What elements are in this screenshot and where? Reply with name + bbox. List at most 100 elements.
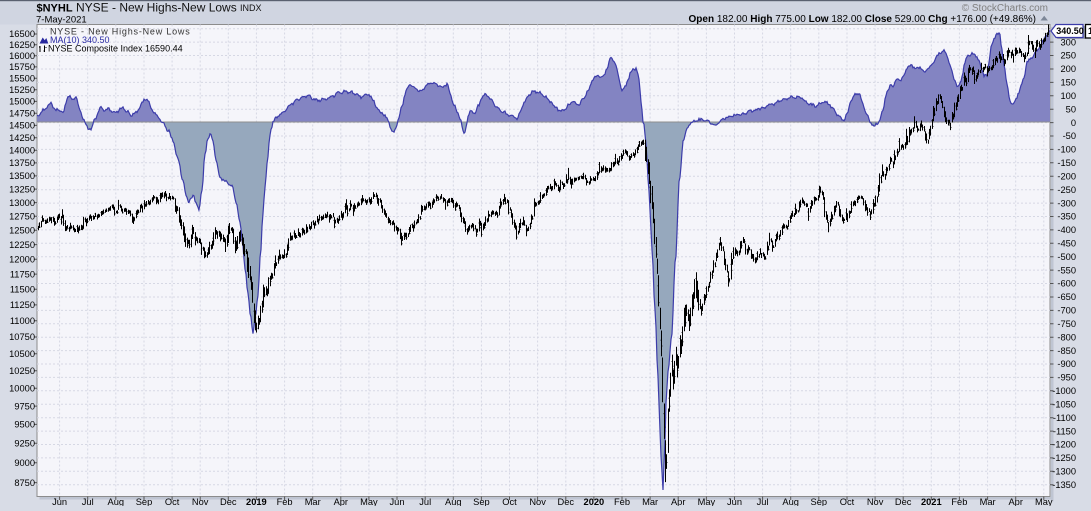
svg-text:Jul: Jul [757, 497, 769, 506]
svg-text:-950: -950 [1057, 373, 1076, 383]
svg-text:Apr: Apr [334, 497, 348, 506]
svg-text:May: May [698, 497, 716, 506]
svg-text:9000: 9000 [14, 458, 35, 468]
svg-text:Nov: Nov [192, 497, 209, 506]
svg-text:14750: 14750 [9, 109, 35, 119]
svg-text:-1200: -1200 [1052, 440, 1076, 450]
svg-text:15250: 15250 [9, 85, 35, 95]
svg-text:7-May-2021: 7-May-2021 [36, 15, 87, 26]
svg-text:11000: 11000 [10, 316, 35, 326]
svg-text:Mar: Mar [642, 497, 658, 506]
svg-text:-1150: -1150 [1053, 426, 1076, 436]
svg-text:NYSE - New Highs-New Lows: NYSE - New Highs-New Lows [76, 1, 237, 15]
svg-text:12500: 12500 [9, 226, 35, 236]
svg-text:Nov: Nov [529, 497, 546, 506]
svg-text:Oct: Oct [502, 497, 517, 506]
svg-text:Jun: Jun [52, 497, 67, 506]
svg-text:Jul: Jul [419, 497, 431, 506]
svg-text:-1050: -1050 [1052, 400, 1076, 410]
svg-text:2021: 2021 [921, 497, 942, 506]
svg-text:Open 182.00 High 775.00 Low 18: Open 182.00 High 775.00 Low 182.00 Close… [689, 14, 1037, 25]
svg-text:10500: 10500 [9, 349, 35, 359]
svg-text:16000: 16000 [9, 51, 35, 61]
svg-text:16500: 16500 [9, 29, 35, 39]
svg-text:NYSE Composite Index 16590.44: NYSE Composite Index 16590.44 [48, 44, 183, 54]
svg-text:50: 50 [1066, 104, 1076, 114]
svg-text:2020: 2020 [584, 497, 605, 506]
svg-text:-200: -200 [1057, 171, 1076, 181]
svg-text:-1250: -1250 [1052, 453, 1076, 463]
svg-text:2019: 2019 [246, 497, 267, 506]
svg-text:Mar: Mar [305, 497, 321, 506]
svg-text:-500: -500 [1057, 252, 1076, 262]
svg-text:13250: 13250 [9, 184, 35, 194]
svg-text:Sep: Sep [473, 497, 490, 506]
svg-text:Nov: Nov [867, 497, 884, 506]
svg-text:0: 0 [1071, 118, 1076, 128]
svg-text:May: May [360, 497, 378, 506]
svg-text:15500: 15500 [9, 73, 35, 83]
svg-text:-800: -800 [1057, 332, 1076, 342]
svg-text:14500: 14500 [9, 121, 35, 131]
svg-text:13000: 13000 [9, 198, 35, 208]
svg-text:11500: 11500 [10, 285, 35, 295]
svg-text:12750: 12750 [9, 212, 35, 222]
svg-text:15000: 15000 [9, 97, 35, 107]
svg-text:Dec: Dec [895, 497, 912, 506]
svg-text:INDX: INDX [240, 3, 262, 13]
svg-text:-400: -400 [1057, 225, 1076, 235]
svg-text:10250: 10250 [9, 366, 35, 376]
svg-text:9500: 9500 [14, 420, 35, 430]
svg-text:-1350: -1350 [1052, 480, 1076, 490]
svg-text:9250: 9250 [14, 439, 35, 449]
svg-text:10750: 10750 [9, 332, 35, 342]
svg-text:$NYHL: $NYHL [37, 3, 73, 15]
svg-text:Jun: Jun [727, 497, 742, 506]
svg-text:-150: -150 [1057, 158, 1076, 168]
svg-text:Oct: Oct [840, 497, 855, 506]
svg-text:10000: 10000 [9, 383, 35, 393]
svg-text:May: May [1035, 497, 1053, 506]
svg-text:13500: 13500 [9, 171, 35, 181]
svg-text:14250: 14250 [9, 133, 35, 143]
svg-text:150: 150 [1060, 78, 1076, 88]
svg-text:-550: -550 [1057, 265, 1076, 275]
svg-text:-1000: -1000 [1052, 386, 1076, 396]
svg-text:Feb: Feb [951, 497, 967, 506]
svg-text:Apr: Apr [671, 497, 685, 506]
svg-text:-750: -750 [1057, 319, 1076, 329]
svg-text:9750: 9750 [14, 401, 35, 411]
svg-text:-350: -350 [1057, 212, 1076, 222]
svg-text:-850: -850 [1057, 346, 1076, 356]
svg-text:-300: -300 [1057, 198, 1076, 208]
svg-text:Sep: Sep [136, 497, 153, 506]
svg-text:-700: -700 [1057, 306, 1076, 316]
svg-text:Jul: Jul [82, 497, 94, 506]
svg-text:Aug: Aug [108, 497, 125, 506]
svg-text:Jun: Jun [390, 497, 405, 506]
svg-text:-1300: -1300 [1052, 467, 1076, 477]
svg-text:11750: 11750 [10, 269, 35, 279]
svg-text:© StockCharts.com: © StockCharts.com [962, 3, 1048, 14]
svg-text:200: 200 [1060, 64, 1076, 74]
svg-text:Feb: Feb [614, 497, 630, 506]
svg-text:15750: 15750 [9, 62, 35, 72]
svg-text:-100: -100 [1057, 145, 1076, 155]
svg-text:Mar: Mar [980, 497, 996, 506]
svg-text:12250: 12250 [9, 240, 35, 250]
svg-text:Dec: Dec [558, 497, 575, 506]
svg-text:Aug: Aug [445, 497, 462, 506]
svg-text:-900: -900 [1057, 359, 1076, 369]
svg-text:12000: 12000 [9, 254, 35, 264]
svg-text:16250: 16250 [9, 40, 35, 50]
svg-text:-650: -650 [1057, 292, 1076, 302]
svg-text:13750: 13750 [9, 158, 35, 168]
svg-text:Apr: Apr [1008, 497, 1022, 506]
svg-text:8750: 8750 [14, 478, 35, 488]
svg-text:-250: -250 [1057, 185, 1076, 195]
svg-text:Feb: Feb [277, 497, 293, 506]
svg-text:-1100: -1100 [1053, 413, 1076, 423]
svg-text:250: 250 [1060, 51, 1076, 61]
svg-text:-600: -600 [1057, 279, 1076, 289]
svg-text:Aug: Aug [782, 497, 799, 506]
